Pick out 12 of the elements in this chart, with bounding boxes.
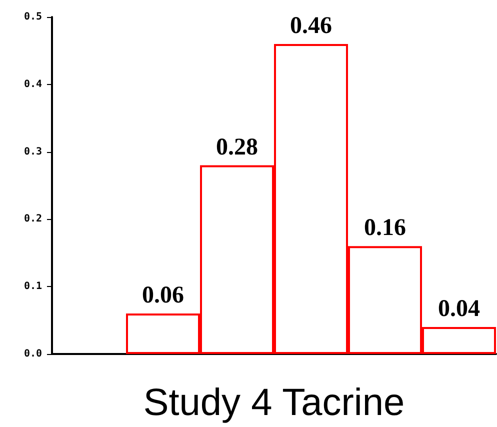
- data-label: 0.28: [216, 134, 258, 160]
- y-tick-label: 0.0: [24, 348, 42, 360]
- y-tick-label: 0.3: [24, 146, 42, 158]
- y-tick-label: 0.2: [24, 214, 42, 225]
- data-label: 0.06: [142, 282, 184, 309]
- data-label: 0.04: [438, 296, 480, 322]
- y-tick-label: 0.1: [24, 281, 42, 292]
- y-tick-label: 0.5: [24, 12, 42, 22]
- data-label: 0.16: [364, 215, 406, 242]
- x-axis-title: Study 4 Tacrine: [143, 382, 405, 424]
- y-tick-label: 0.4: [24, 78, 42, 90]
- data-label: 0.46: [290, 12, 332, 39]
